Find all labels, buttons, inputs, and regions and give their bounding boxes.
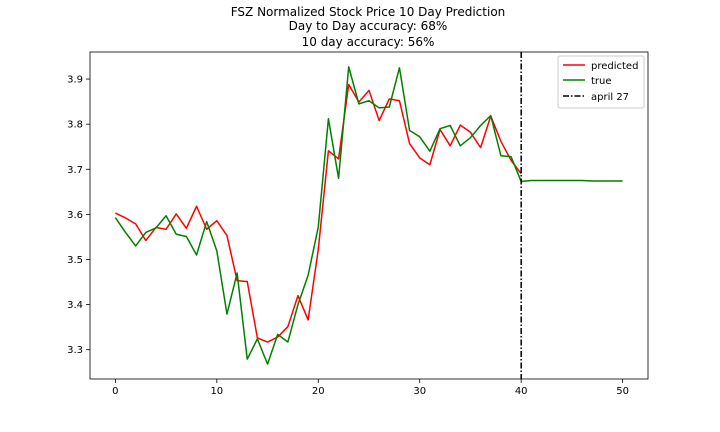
x-tick-label: 0 — [112, 386, 118, 397]
x-tick-label: 20 — [312, 386, 325, 397]
legend-label-predicted: predicted — [591, 61, 638, 72]
series-line-predicted — [115, 83, 522, 343]
x-tick-label: 30 — [413, 386, 426, 397]
x-axis: 0 10 20 30 40 50 — [112, 379, 629, 397]
y-tick-label: 3.3 — [67, 345, 83, 356]
y-tick-label: 3.4 — [67, 300, 83, 311]
y-tick-label: 3.5 — [67, 255, 83, 266]
y-axis: 3.3 3.4 3.5 3.6 3.7 3.8 3.9 — [67, 75, 90, 356]
y-tick-label: 3.9 — [67, 75, 83, 86]
legend-label-true: true — [591, 76, 612, 87]
title-line-2: Day to Day accuracy: 68% — [289, 19, 448, 33]
x-tick-label: 10 — [210, 386, 223, 397]
chart-title: FSZ Normalized Stock Price 10 Day Predic… — [231, 5, 506, 49]
title-line-3: 10 day accuracy: 56% — [302, 35, 435, 49]
series-line-true — [114, 66, 623, 365]
x-tick-label: 50 — [616, 386, 629, 397]
y-tick-label: 3.7 — [67, 165, 83, 176]
legend-box — [557, 55, 645, 109]
x-tick-label: 40 — [515, 386, 528, 397]
legend-label-april-27: april 27 — [591, 92, 629, 103]
legend: predicted true april 27 — [557, 55, 645, 109]
y-tick-label: 3.8 — [67, 120, 83, 131]
series-layer — [114, 66, 623, 365]
title-line-1: FSZ Normalized Stock Price 10 Day Predic… — [231, 5, 506, 19]
plot-area-frame — [89, 51, 649, 380]
y-tick-label: 3.6 — [67, 210, 83, 221]
